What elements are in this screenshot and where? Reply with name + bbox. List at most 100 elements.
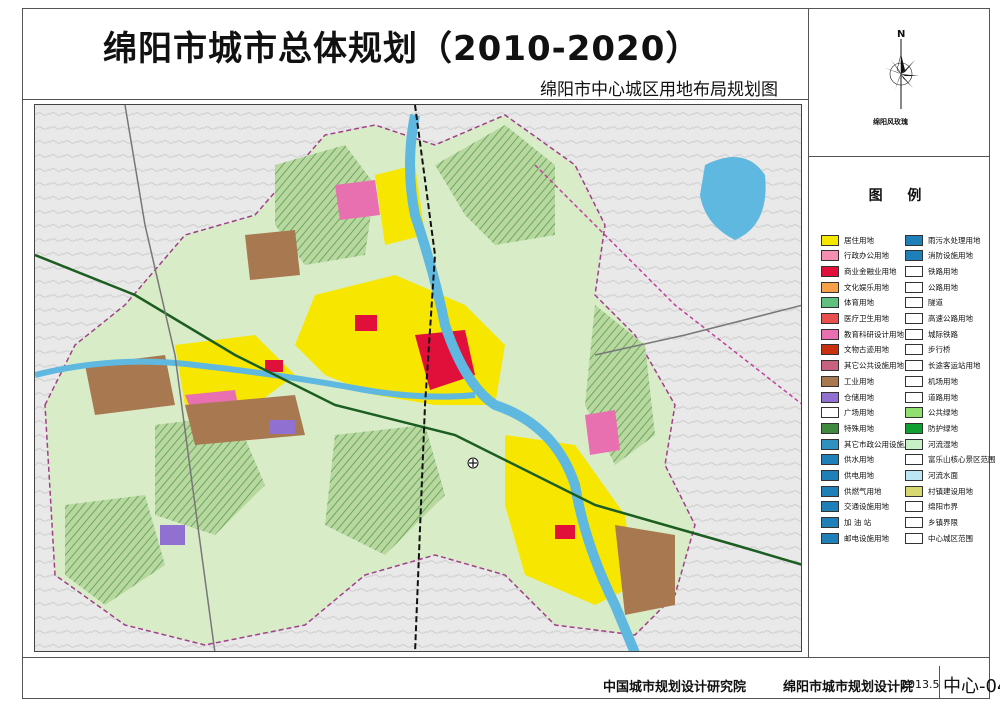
legend-item: 河流水面 <box>905 469 958 483</box>
legend-swatch <box>905 344 923 356</box>
legend-label: 长途客运站用地 <box>928 361 981 371</box>
legend-swatch <box>821 360 839 372</box>
legend-swatch <box>821 265 839 277</box>
legend-swatch <box>905 250 923 262</box>
road-north-south <box>124 105 216 651</box>
education-zone-east <box>585 410 620 455</box>
legend-panel: 图 例 居住用地 行政办公用地 商业金融业用地 文化娱乐用地 体育用地 医疗卫生用地 教育科… <box>808 157 996 657</box>
green-hill-north <box>435 125 555 245</box>
legend-swatch <box>905 470 923 481</box>
legend-label: 供燃气用地 <box>844 486 882 496</box>
legend-item: 乡镇界限 <box>905 516 958 530</box>
legend-item: 教育科研设计用地 <box>821 327 904 341</box>
legend-swatch <box>821 375 839 387</box>
legend-item: 富乐山核心景区范围 <box>905 453 996 467</box>
legend-item: 公共绿地 <box>905 406 958 420</box>
legend-item: 加 油 站 <box>821 516 871 530</box>
legend-item: 消防设施用地 <box>905 249 973 263</box>
legend-label: 体育用地 <box>844 298 874 308</box>
legend-swatch <box>905 454 923 466</box>
legend-label: 消防设施用地 <box>928 251 973 261</box>
legend-swatch <box>821 485 839 497</box>
north-label: N <box>897 29 906 40</box>
legend-label: 广场用地 <box>844 408 874 418</box>
fu-river <box>405 114 640 651</box>
legend-swatch <box>821 454 839 466</box>
wind-rose-label: 绵阳风玫瑰 <box>873 118 908 126</box>
title-block: 绵阳市城市总体规划（2010-2020） 绵阳市中心城区用地布局规划图 <box>23 9 808 100</box>
legend-swatch <box>821 532 839 544</box>
legend-swatch <box>905 501 923 513</box>
legend-label: 绵阳市界 <box>928 502 958 512</box>
legend-swatch <box>905 234 923 246</box>
legend-swatch <box>821 407 839 419</box>
land-use-map[interactable] <box>34 104 802 652</box>
legend-item: 其它市政公用设施用地 <box>821 437 919 451</box>
legend-item: 中心城区范围 <box>905 531 973 545</box>
legend-item: 村镇建设用地 <box>905 484 973 498</box>
legend-item: 仓储用地 <box>821 390 874 404</box>
legend-item: 长途客运站用地 <box>905 359 981 373</box>
education-zone-north <box>335 180 380 220</box>
legend-label: 加 油 站 <box>844 518 872 528</box>
lake-northeast <box>700 157 766 240</box>
legend-label: 公路用地 <box>928 282 958 292</box>
footer-date: 2013.5 <box>901 678 940 691</box>
legend-label: 交通设施用地 <box>844 502 889 512</box>
industrial-west <box>85 355 175 415</box>
legend-swatch <box>821 470 839 481</box>
legend-label: 仓储用地 <box>844 392 874 402</box>
legend-item: 河流湿地 <box>905 437 958 451</box>
legend-item: 邮电设施用地 <box>821 531 889 545</box>
legend-swatch <box>905 532 923 544</box>
legend-swatch <box>821 313 839 324</box>
legend-label: 商业金融业用地 <box>844 266 897 276</box>
legend-label: 高速公路用地 <box>928 314 973 323</box>
legend-label: 工业用地 <box>844 376 874 386</box>
legend-item: 高速公路用地 <box>905 312 973 326</box>
intercity-rail <box>534 164 801 405</box>
map-canvas <box>35 105 801 651</box>
commercial-core <box>415 330 475 390</box>
legend-item: 工业用地 <box>821 374 874 388</box>
green-hill-southwest <box>65 495 165 605</box>
legend-item: 文化娱乐用地 <box>821 280 889 294</box>
legend-title: 图 例 <box>868 188 932 204</box>
legend-item: 道路用地 <box>905 390 958 404</box>
commercial-block-2 <box>265 360 283 372</box>
legend-swatch <box>905 407 923 419</box>
legend-label: 邮电设施用地 <box>844 533 889 543</box>
legend-label: 河流湿地 <box>928 439 958 449</box>
legend-swatch <box>905 517 923 529</box>
legend-label: 机场用地 <box>928 376 958 386</box>
legend-swatch <box>905 328 923 340</box>
legend-label: 特殊用地 <box>844 423 874 433</box>
legend-swatch <box>905 422 923 434</box>
legend-item: 广场用地 <box>821 406 874 420</box>
legend-label: 中心城区范围 <box>928 533 973 543</box>
legend-swatch <box>905 297 923 309</box>
legend-swatch <box>905 391 923 403</box>
legend-label: 公共绿地 <box>928 408 958 418</box>
road-east <box>594 304 801 356</box>
legend-item: 供电用地 <box>821 469 874 483</box>
legend-swatch <box>821 250 839 262</box>
legend-label: 富乐山核心景区范围 <box>928 455 996 465</box>
legend-swatch <box>905 360 923 372</box>
legend-swatch <box>821 297 839 309</box>
industrial-southeast <box>615 525 675 615</box>
industrial-northwest <box>245 230 300 280</box>
legend-item: 城际铁路 <box>905 327 958 341</box>
legend-label: 行政办公用地 <box>844 251 889 261</box>
legend-item: 居住用地 <box>821 233 874 247</box>
footer-org-2: 绵阳市城市规划设计院 <box>783 680 914 695</box>
legend-item: 体育用地 <box>821 296 874 310</box>
legend-swatch <box>905 438 923 450</box>
legend-swatch <box>821 517 839 529</box>
legend-item: 绵阳市界 <box>905 500 958 514</box>
legend-item: 防护绿地 <box>905 421 958 435</box>
legend-label: 居住用地 <box>844 235 874 245</box>
legend-swatch <box>821 281 839 293</box>
legend-label: 文化娱乐用地 <box>844 282 889 292</box>
airport-icon <box>467 457 479 469</box>
